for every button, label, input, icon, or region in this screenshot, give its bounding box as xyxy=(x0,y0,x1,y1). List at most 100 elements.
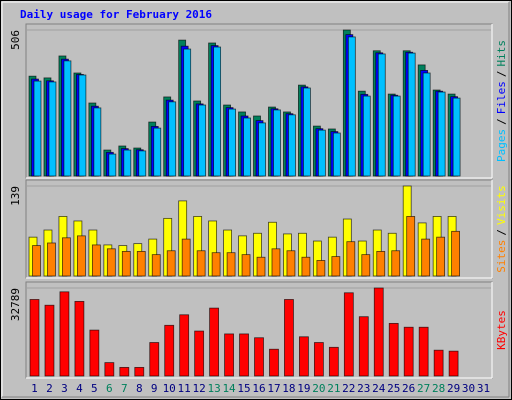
bar xyxy=(138,150,147,177)
x-tick-label: 26 xyxy=(402,382,415,395)
bar xyxy=(256,256,266,277)
x-tick-label: 1 xyxy=(31,382,38,395)
x-tick-label: 21 xyxy=(327,382,340,395)
bar xyxy=(376,250,386,277)
x-tick-label: 24 xyxy=(372,382,386,395)
bar xyxy=(47,242,56,277)
bar xyxy=(288,114,296,177)
bar xyxy=(134,366,145,377)
bar xyxy=(211,252,221,277)
x-tick-label: 17 xyxy=(267,382,280,395)
bar xyxy=(59,291,70,377)
bar xyxy=(226,252,236,277)
x-tick-label: 18 xyxy=(282,382,295,395)
x-tick-label: 27 xyxy=(417,382,430,395)
bar xyxy=(106,248,116,277)
legend-separator: / xyxy=(495,71,508,78)
bar xyxy=(89,329,100,377)
bar xyxy=(403,326,414,377)
bar xyxy=(29,299,40,377)
bar xyxy=(228,108,236,177)
bar xyxy=(239,333,249,377)
y-tick-label: 32789 xyxy=(9,288,22,321)
x-tick-label: 3 xyxy=(61,382,68,395)
bar xyxy=(149,342,160,377)
bar xyxy=(388,322,399,377)
bar xyxy=(286,250,296,277)
bar xyxy=(271,248,281,277)
legend-entry: Visits xyxy=(495,185,508,225)
bar xyxy=(78,74,87,177)
chart-title: Daily usage for February 2016 xyxy=(20,8,212,21)
x-tick-label: 6 xyxy=(106,382,113,395)
legend: KBytes xyxy=(495,310,508,350)
bar xyxy=(452,97,461,177)
bar xyxy=(44,304,55,377)
bar xyxy=(181,238,191,277)
bar xyxy=(332,132,341,177)
x-tick-label: 16 xyxy=(252,382,265,395)
bar xyxy=(433,349,444,377)
x-tick-label: 8 xyxy=(136,382,143,395)
bar xyxy=(224,333,234,377)
bar xyxy=(346,241,356,277)
bar xyxy=(136,250,146,277)
bar xyxy=(104,362,115,377)
bar xyxy=(151,254,161,277)
legend-entry: KBytes xyxy=(495,310,508,350)
bar xyxy=(198,104,207,177)
bar xyxy=(451,230,460,277)
bar xyxy=(343,292,354,377)
bar xyxy=(194,330,205,377)
x-tick-label: 15 xyxy=(237,382,250,395)
bar xyxy=(168,101,177,177)
bar xyxy=(258,122,266,177)
bar xyxy=(241,254,251,277)
bar xyxy=(33,80,42,177)
x-tick-label: 23 xyxy=(357,382,370,395)
legend-separator: / xyxy=(495,229,508,236)
bar xyxy=(164,324,175,377)
x-tick-label: 22 xyxy=(342,382,355,395)
bar xyxy=(62,237,71,277)
bar xyxy=(213,46,222,177)
x-tick-label: 11 xyxy=(178,382,191,395)
legend-entry: Hits xyxy=(495,40,508,67)
bar xyxy=(121,250,131,277)
x-tick-label: 25 xyxy=(387,382,400,395)
bar xyxy=(392,95,401,177)
bar xyxy=(74,300,85,377)
bar xyxy=(93,107,102,177)
bar xyxy=(362,95,371,177)
bar xyxy=(406,216,416,277)
bar xyxy=(119,366,130,377)
bar xyxy=(108,153,117,177)
x-tick-label: 14 xyxy=(222,382,236,395)
bar xyxy=(377,53,386,177)
x-tick-label: 12 xyxy=(193,382,206,395)
bar xyxy=(313,342,324,377)
bar xyxy=(301,256,311,277)
bar xyxy=(269,348,279,377)
bar xyxy=(48,81,57,177)
bar xyxy=(421,238,431,277)
bar xyxy=(183,48,192,177)
bar xyxy=(436,236,446,277)
x-tick-label: 4 xyxy=(76,382,83,395)
legend-entry: Pages xyxy=(495,129,508,162)
bar xyxy=(358,316,369,377)
bar xyxy=(407,52,416,177)
legend: Pages / Files / Hits xyxy=(495,40,508,162)
bar xyxy=(418,326,429,377)
bar xyxy=(63,60,72,177)
bar xyxy=(196,250,206,277)
bar xyxy=(153,127,162,177)
x-tick-label: 29 xyxy=(447,382,460,395)
bar xyxy=(391,250,401,277)
y-tick-label: 506 xyxy=(9,30,22,50)
bar xyxy=(361,254,371,277)
bar xyxy=(316,260,326,277)
bar xyxy=(166,250,176,277)
x-tick-label: 10 xyxy=(163,382,176,395)
